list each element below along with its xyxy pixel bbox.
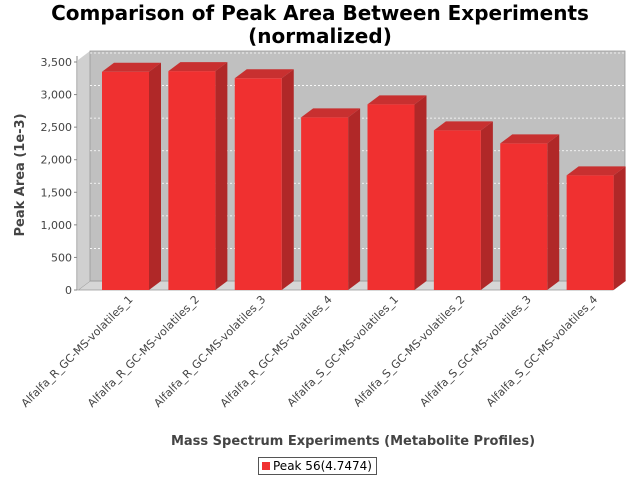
plot-left-wall: [78, 51, 90, 290]
bar: [234, 69, 294, 291]
x-axis-label: Mass Spectrum Experiments (Metabolite Pr…: [171, 434, 535, 449]
y-axis-label: Peak Area (1e-3): [13, 113, 28, 236]
bar-side: [281, 69, 294, 291]
x-tick-label: Alfalfa_S_GC-MS-volatiles_2: [351, 293, 467, 409]
x-tick-label: Alfalfa_S_GC-MS-volatiles_3: [417, 293, 533, 409]
legend-label: Peak 56(4.7474): [273, 459, 372, 473]
bar-side: [348, 108, 361, 290]
x-tick-label: Alfalfa_S_GC-MS-volatiles_4: [484, 293, 600, 409]
x-tick-label: Alfalfa_R_GC-MS-volatiles_1: [19, 293, 136, 410]
x-tick-label: Alfalfa_R_GC-MS-volatiles_3: [151, 293, 268, 410]
bar-top: [500, 134, 560, 144]
bar: [433, 121, 493, 291]
chart-title: Comparison of Peak Area Between Experime…: [0, 2, 640, 48]
bar-top: [168, 62, 228, 72]
bar-top: [234, 69, 294, 79]
bars: [102, 62, 626, 291]
y-tick-label: 0: [65, 284, 72, 297]
y-tick-label: 3,500: [41, 56, 73, 69]
bar-side: [547, 134, 560, 290]
bar: [168, 62, 228, 291]
bar-front: [102, 71, 149, 291]
bar: [102, 62, 161, 291]
x-tick-label: Alfalfa_R_GC-MS-volatiles_4: [218, 293, 335, 410]
chart-title-line-1: Comparison of Peak Area Between Experime…: [51, 1, 589, 25]
x-tick-label: Alfalfa_S_GC-MS-volatiles_1: [285, 293, 401, 409]
y-tick-label: 2,000: [41, 154, 73, 167]
x-tick-label: Alfalfa_R_GC-MS-volatiles_2: [85, 293, 202, 410]
bar-side: [215, 62, 228, 291]
bar-top: [433, 121, 493, 131]
bar-front: [433, 130, 481, 290]
y-tick-label: 500: [51, 251, 72, 264]
bar-front: [367, 104, 415, 290]
bar-front: [301, 117, 349, 290]
chart-title-line-2: (normalized): [248, 24, 392, 48]
bar-front: [566, 175, 614, 290]
bar-side: [613, 166, 626, 290]
y-tick-label: 2,500: [41, 121, 73, 134]
bar-top: [367, 95, 427, 105]
bar-front: [234, 78, 282, 291]
y-tick-label: 3,000: [41, 89, 73, 102]
y-tick-label: 1,500: [41, 186, 73, 199]
bar-side: [414, 95, 427, 290]
legend: Peak 56(4.7474): [258, 457, 377, 475]
y-tick-label: 1,000: [41, 219, 73, 232]
bar-front: [168, 71, 216, 291]
bar-front: [500, 143, 548, 290]
bar: [301, 108, 361, 290]
bar-top: [301, 108, 361, 118]
bar: [500, 134, 560, 290]
bar-side: [149, 62, 161, 291]
legend-swatch: [262, 462, 270, 470]
bar: [566, 166, 626, 290]
bar-top: [566, 166, 626, 176]
bar: [367, 95, 427, 290]
bar-top: [102, 62, 161, 72]
bar-side: [480, 121, 493, 291]
